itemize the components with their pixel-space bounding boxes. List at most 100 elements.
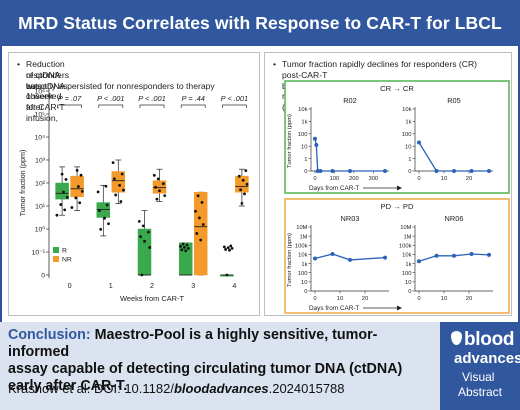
y-tick-label: 10k (298, 107, 307, 113)
data-point (143, 239, 146, 243)
data-point (113, 177, 116, 181)
data-point (243, 192, 246, 196)
data-point (154, 185, 158, 189)
x-axis-label: Days from CAR-T (309, 185, 360, 192)
data-point (434, 253, 439, 258)
significance-bracket (139, 104, 165, 108)
data-point (77, 185, 80, 188)
data-point (104, 184, 108, 188)
y-tick-label: 10² (35, 181, 46, 188)
panel-title: NR06 (445, 214, 464, 223)
data-point (114, 193, 118, 197)
journal-logo: blood advances Visual Abstract (440, 322, 520, 410)
data-point (163, 194, 167, 198)
logo-word: advances (454, 350, 520, 367)
x-tick-label: 100 (330, 176, 340, 182)
group-frame (284, 80, 510, 194)
data-point (63, 208, 67, 212)
group-frame (284, 198, 510, 314)
data-point (313, 256, 317, 261)
x-tick-label: 20 (466, 176, 472, 182)
conclusion-label: Conclusion: (8, 327, 91, 343)
data-point (183, 246, 186, 249)
data-point (55, 213, 59, 217)
y-tick-label: 100 (402, 132, 412, 138)
y-tick-label: 10⁴ (35, 135, 46, 142)
y-tick-label: 10 (301, 280, 307, 286)
data-point (155, 197, 159, 201)
group-title: CR → CR (380, 84, 414, 93)
x-tick-label: 0 (313, 176, 316, 182)
data-point (417, 259, 421, 264)
logo-word: blood (464, 329, 515, 350)
data-point (162, 182, 165, 186)
arrow-head-icon (397, 305, 402, 311)
data-point (105, 203, 109, 207)
y-tick-label: 10M (400, 225, 411, 231)
y-tick-label: 100 (402, 271, 412, 277)
data-point (158, 189, 161, 193)
data-point (225, 273, 229, 277)
p-value-label: P < .001 (138, 94, 165, 103)
data-point (348, 257, 352, 262)
data-point (118, 183, 121, 187)
p-value-label: P < .001 (97, 94, 124, 103)
data-point (487, 252, 491, 257)
data-point (107, 222, 110, 226)
y-axis-label: Tumor fraction (ppm) (287, 114, 293, 168)
data-point (111, 161, 115, 165)
y-tick-label: 10M (296, 225, 307, 231)
x-tick-label: 4 (232, 281, 236, 290)
conclusion-line: early after CAR-T. (8, 378, 128, 394)
right-bullet-line: Tumor fraction rapidly declines for resp… (282, 59, 478, 69)
data-point (228, 248, 231, 252)
y-tick-label: 1 (408, 157, 411, 163)
data-point (181, 242, 185, 246)
x-tick-label: 10 (441, 176, 447, 182)
right-panel: • Tumor fraction rapidly declines for re… (264, 52, 512, 316)
conclusion-line: assay capable of detecting circulating t… (8, 361, 403, 377)
boxplot-chart: 10⁶ 10⁵ 10⁴ 10³ 10² 10¹ 10⁰ 10⁻¹ 0 Tumor fraction… (18, 89, 249, 303)
data-point (229, 244, 233, 248)
data-point (194, 209, 197, 213)
data-point (64, 178, 68, 181)
data-point (417, 140, 421, 145)
citation-doi-tail: .2024015788 (268, 381, 345, 396)
x-axis-label: Days from CAR-T (309, 305, 360, 312)
y-tick-label: 10⁵ (35, 112, 46, 119)
y-tick-label: 1 (304, 157, 307, 163)
data-point (78, 201, 82, 205)
logo-word: Visual (462, 370, 495, 384)
data-point (230, 247, 234, 250)
significance-bracket (98, 104, 124, 108)
data-point (148, 246, 152, 249)
x-tick-label: 0 (68, 281, 72, 290)
data-point (195, 232, 199, 235)
legend-swatch (53, 256, 59, 262)
data-point (186, 247, 190, 250)
legend-swatch (53, 247, 59, 253)
data-point (469, 251, 474, 256)
y-axis-label: Tumor fraction (ppm) (287, 233, 293, 287)
data-point (330, 251, 335, 256)
y-tick-label: 0 (408, 289, 411, 295)
data-point (119, 200, 123, 203)
data-point (147, 230, 150, 234)
y-tick-label: 1k (301, 120, 307, 126)
x-tick-label: 0 (313, 296, 316, 302)
significance-bracket (57, 104, 82, 108)
y-tick-label: 100k (295, 243, 308, 249)
data-point (240, 202, 244, 205)
y-tick-label: 1k (405, 120, 411, 126)
y-tick-label: 10 (405, 144, 411, 150)
data-point (222, 245, 226, 249)
y-tick-label: 10⁰ (35, 226, 46, 234)
data-point (224, 248, 228, 251)
x-tick-label: 10 (441, 296, 447, 302)
x-tick-label: 2 (150, 281, 154, 290)
left-bullet-line: responders as early as 1 week after infu… (26, 69, 69, 123)
group-title: PD → PD (381, 202, 414, 211)
data-point (226, 246, 230, 250)
y-tick-label: 10¹ (35, 204, 46, 211)
